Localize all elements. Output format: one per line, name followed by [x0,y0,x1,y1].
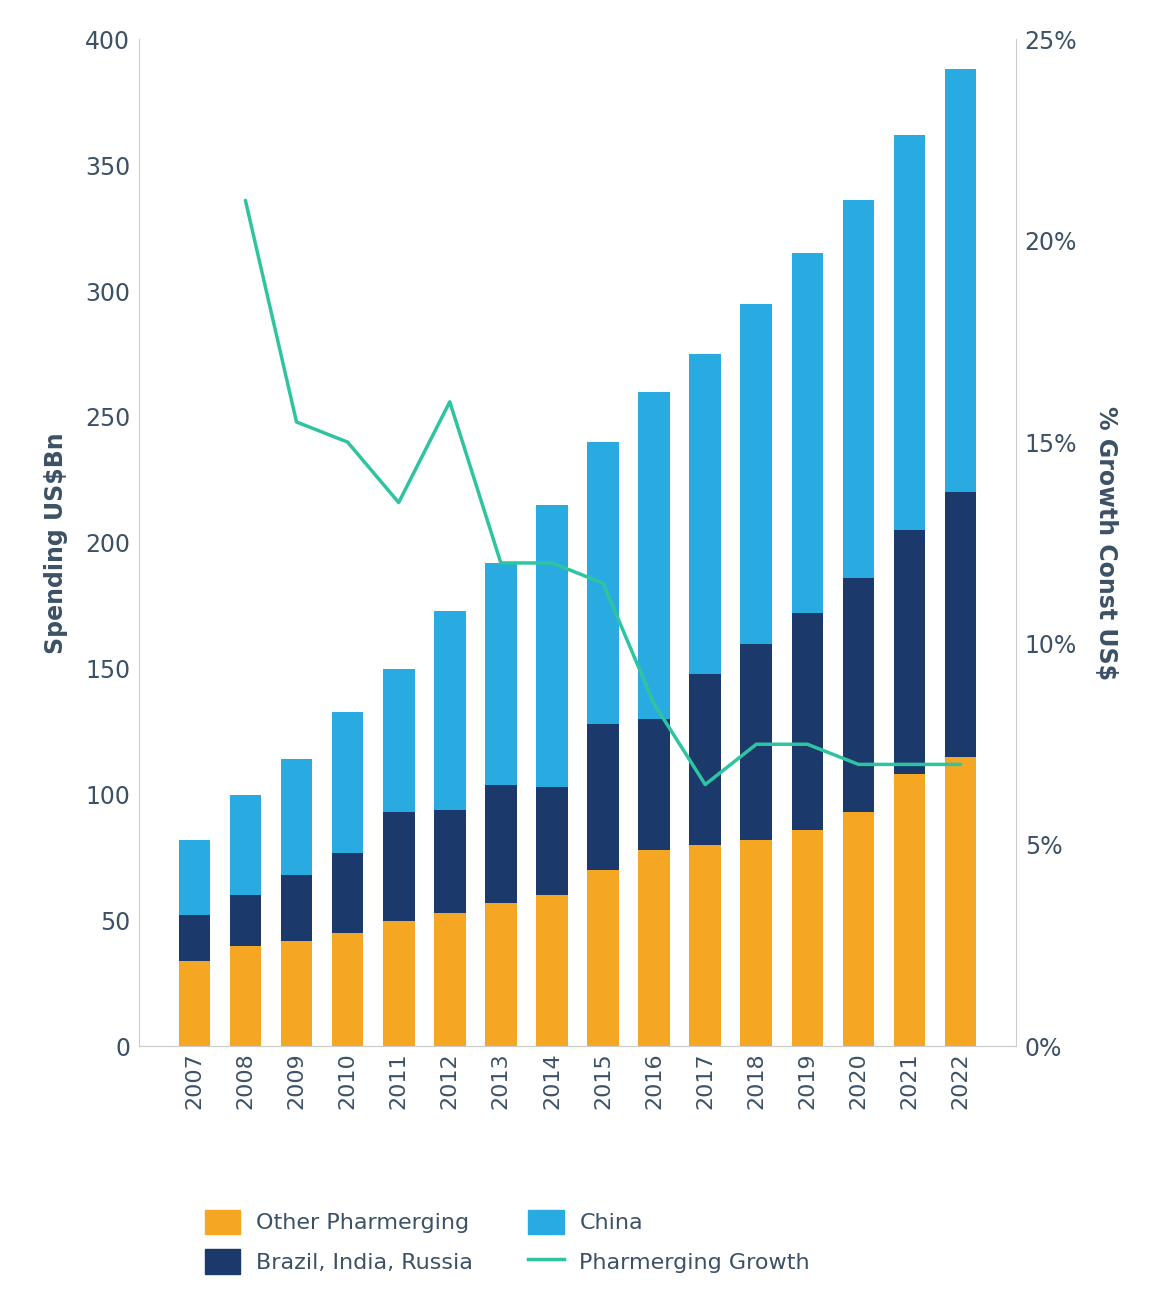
Bar [690,674,721,845]
Bar [434,611,465,810]
Bar [230,895,261,946]
Bar [434,913,465,1046]
Bar [843,578,874,812]
Bar [382,812,415,921]
Bar [331,712,364,853]
Bar [485,562,516,785]
Bar [740,303,773,644]
Bar [281,940,312,1046]
Bar [179,840,210,916]
Y-axis label: Spending US$Bn: Spending US$Bn [44,432,68,654]
Bar [281,875,312,940]
Bar [587,725,619,870]
Bar [485,785,516,903]
Bar [536,505,568,787]
Bar [179,916,210,961]
Bar [536,895,568,1046]
Bar [382,921,415,1046]
Bar [639,391,670,719]
Bar [331,933,364,1046]
Bar [894,530,925,774]
Bar [740,644,773,840]
Bar [382,668,415,812]
Bar [690,354,721,674]
Bar [230,794,261,895]
Bar [945,69,976,492]
Bar [587,442,619,725]
Bar [894,774,925,1046]
Bar [843,200,874,578]
Bar [791,829,824,1046]
Bar [179,961,210,1046]
Bar [639,850,670,1046]
Bar [281,760,312,875]
Bar [894,135,925,530]
Bar [843,812,874,1046]
Y-axis label: % Growth Const US$: % Growth Const US$ [1094,405,1118,680]
Bar [536,787,568,895]
Bar [331,853,364,933]
Bar [791,613,824,829]
Bar [791,254,824,613]
Bar [945,492,976,757]
Bar [690,845,721,1046]
Bar [434,810,465,913]
Bar [230,946,261,1046]
Bar [639,719,670,850]
Bar [945,757,976,1046]
Bar [740,840,773,1046]
Bar [485,903,516,1046]
Legend: Other Pharmerging, Brazil, India, Russia, China, Pharmerging Growth: Other Pharmerging, Brazil, India, Russia… [194,1198,821,1284]
Bar [587,870,619,1046]
